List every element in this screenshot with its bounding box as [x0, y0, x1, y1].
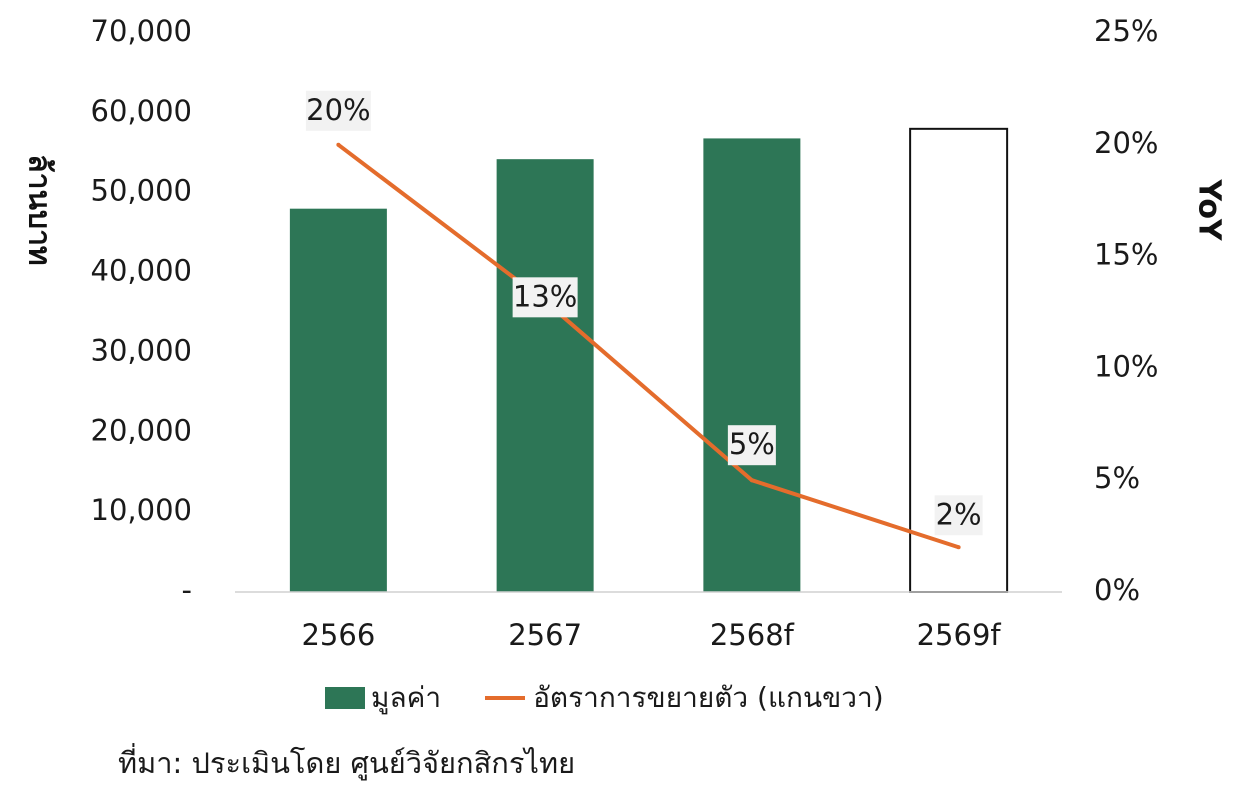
data-label-text: 5% — [729, 427, 775, 461]
category-label: 2569f — [917, 618, 1002, 652]
legend-label-value: มูลค่า — [371, 681, 442, 714]
data-label: 5% — [727, 425, 776, 466]
data-label-box — [934, 495, 983, 536]
right-tick-label: 10% — [1094, 349, 1158, 383]
data-label-box — [727, 425, 776, 466]
legend-item-value: มูลค่า — [325, 676, 441, 720]
left-tick-label: 50,000 — [91, 174, 192, 208]
category-label: 2566 — [301, 618, 375, 652]
data-labels: 20% 13% 5% 2% — [305, 90, 983, 536]
right-tick-label: 25% — [1094, 14, 1158, 48]
left-tick-label: 30,000 — [91, 333, 192, 367]
right-tick-label: 15% — [1094, 238, 1158, 272]
legend-item-growth: อัตราการขยายตัว (แกนขวา) — [485, 676, 884, 720]
growth-line — [337, 143, 960, 550]
category-label: 2567 — [508, 618, 582, 652]
left-tick-label: 70,000 — [91, 14, 192, 48]
data-label: 13% — [512, 277, 578, 318]
growth-point — [749, 478, 754, 483]
data-label: 2% — [934, 495, 983, 536]
right-tick-label: 20% — [1094, 126, 1158, 160]
source-note: ที่มา: ประเมินโดย ศูนย์วิจัยกสิกรไทย — [118, 746, 576, 780]
data-label-text: 2% — [936, 497, 982, 531]
category-label: 2568f — [710, 618, 795, 652]
data-label-text: 13% — [513, 279, 577, 313]
data-label-box — [512, 277, 578, 318]
right-axis-ticks: 0% 5% 10% 15% 20% 25% — [1094, 14, 1158, 607]
left-tick-label: 40,000 — [91, 254, 192, 288]
left-axis-title: ล้านบาท — [22, 154, 57, 265]
right-tick-label: 5% — [1094, 461, 1140, 495]
left-axis-ticks: - 10,000 20,000 30,000 40,000 50,000 60,000 70,… — [91, 14, 192, 607]
left-tick-label: - — [182, 573, 192, 607]
left-tick-label: 10,000 — [91, 493, 192, 527]
right-tick-label: 0% — [1094, 573, 1140, 607]
legend-bar-swatch — [325, 687, 365, 709]
growth-point — [956, 545, 961, 550]
data-label-box — [305, 90, 371, 131]
data-label: 20% — [305, 90, 371, 131]
legend-line-swatch — [485, 696, 526, 700]
category-labels: 2566 2567 2568f 2569f — [301, 618, 1001, 652]
left-tick-label: 60,000 — [91, 94, 192, 128]
legend-label-growth: อัตราการขยายตัว (แกนขวา) — [533, 681, 884, 714]
growth-point — [336, 142, 341, 147]
right-axis-title: YoY — [1192, 178, 1227, 242]
bar-2566 — [289, 208, 387, 592]
line-series — [336, 142, 961, 550]
data-label-text: 20% — [306, 93, 370, 127]
bar-2568f — [703, 138, 801, 592]
left-tick-label: 20,000 — [91, 413, 192, 447]
bar-series — [289, 127, 1009, 593]
legend: มูลค่า อัตราการขยายตัว (แกนขวา) — [325, 676, 928, 720]
bar-2567 — [496, 159, 594, 592]
